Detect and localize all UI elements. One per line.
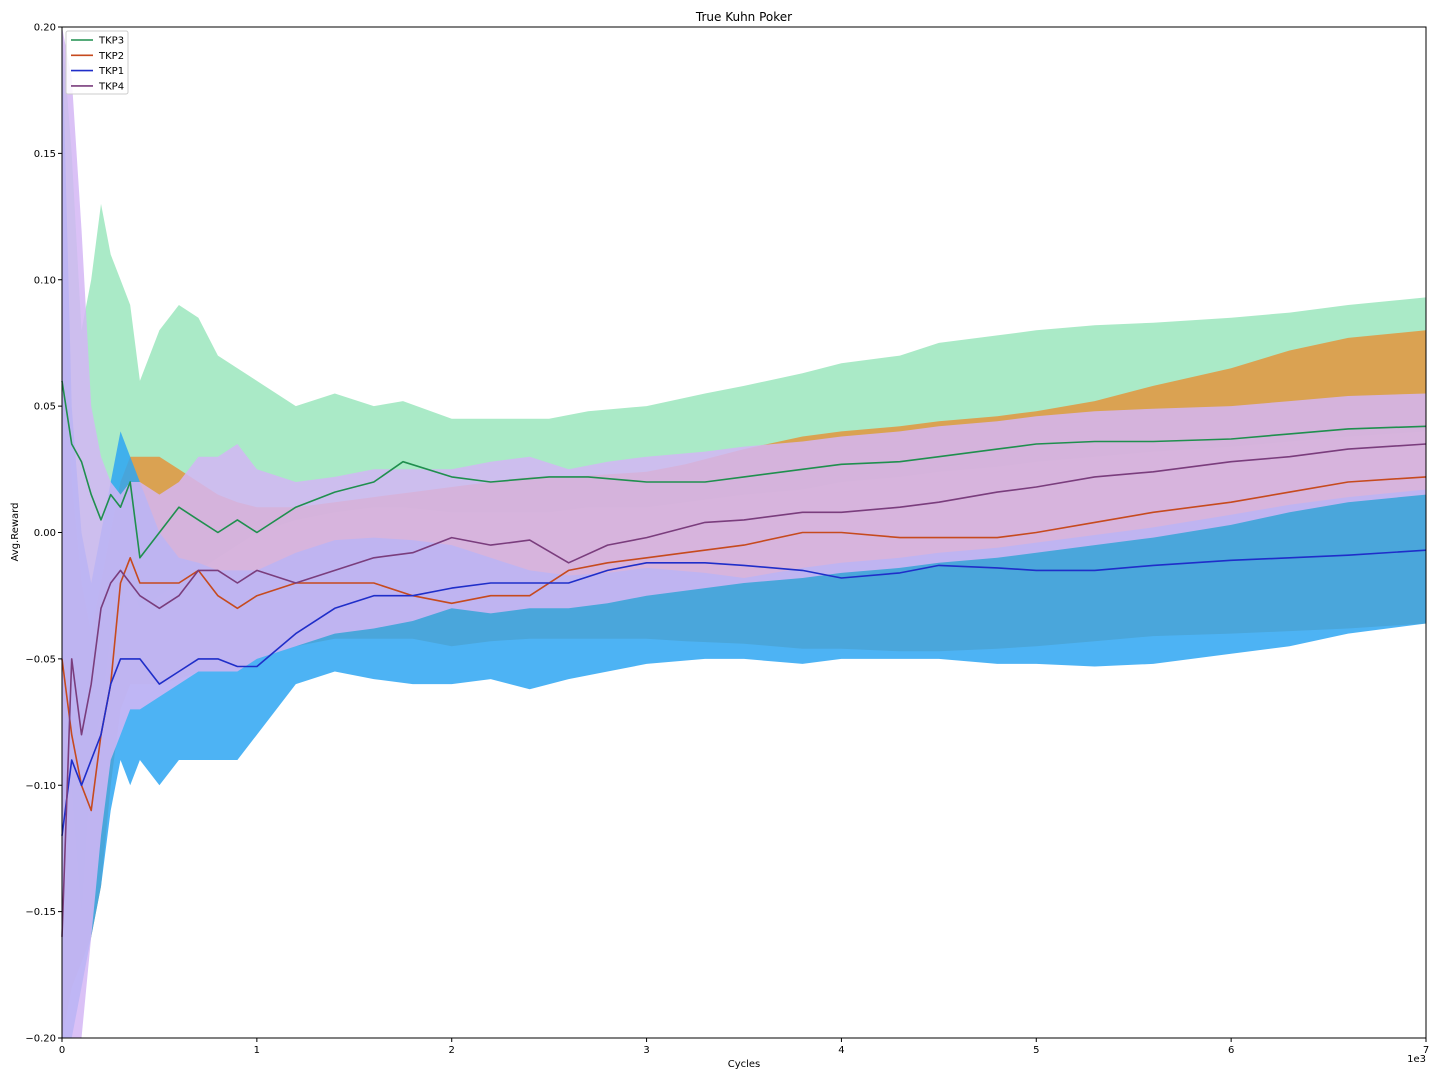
x-tick-label: 7 <box>1423 1045 1429 1056</box>
y-tick-label: 0.20 <box>34 23 56 34</box>
y-tick-label: −0.05 <box>25 654 56 665</box>
y-tick-label: 0.05 <box>34 402 56 413</box>
x-tick-label: 4 <box>838 1045 844 1056</box>
y-axis-label: Avg.Reward <box>10 503 21 562</box>
x-axis-label: Cycles <box>728 1059 761 1070</box>
x-axis-offset-text: 1e3 <box>1407 1054 1426 1065</box>
line-series-1 <box>61 380 1427 559</box>
y-tick-label: 0.15 <box>34 149 56 160</box>
legend-label: TKP4 <box>98 81 124 92</box>
legend-box <box>65 30 129 95</box>
x-tick-label: 0 <box>59 1045 65 1056</box>
y-tick-label: 0.10 <box>34 275 56 286</box>
y-axis-ticks: −0.20 −0.15 −0.10 −0.05 0.00 0.05 0.10 0.15 0.20 <box>25 23 62 1045</box>
x-tick-label: 6 <box>1228 1045 1234 1056</box>
y-tick-label: −0.15 <box>25 907 56 918</box>
y-tick-label: −0.20 <box>25 1034 56 1045</box>
chart-title: True Kuhn Poker <box>695 10 792 24</box>
y-tick-label: −0.10 <box>25 781 56 792</box>
x-tick-label: 2 <box>449 1045 455 1056</box>
legend: TKP3 TKP2 TKP1 TKP4 <box>65 30 129 95</box>
legend-label: TKP1 <box>98 66 124 77</box>
x-axis-ticks: 0 1 2 3 4 5 6 7 <box>59 1038 1429 1056</box>
x-tick-label: 3 <box>643 1045 649 1056</box>
series-lines <box>61 380 1427 937</box>
confidence-bands <box>62 27 1426 1038</box>
x-tick-label: 1 <box>254 1045 260 1056</box>
line-series-4 <box>61 443 1427 937</box>
line-series-3 <box>61 549 1427 836</box>
y-tick-label: 0.00 <box>34 528 56 539</box>
x-tick-label: 5 <box>1033 1045 1039 1056</box>
band-series-4 <box>62 27 1426 1038</box>
legend-label: TKP3 <box>98 36 124 47</box>
legend-label: TKP2 <box>98 51 124 62</box>
